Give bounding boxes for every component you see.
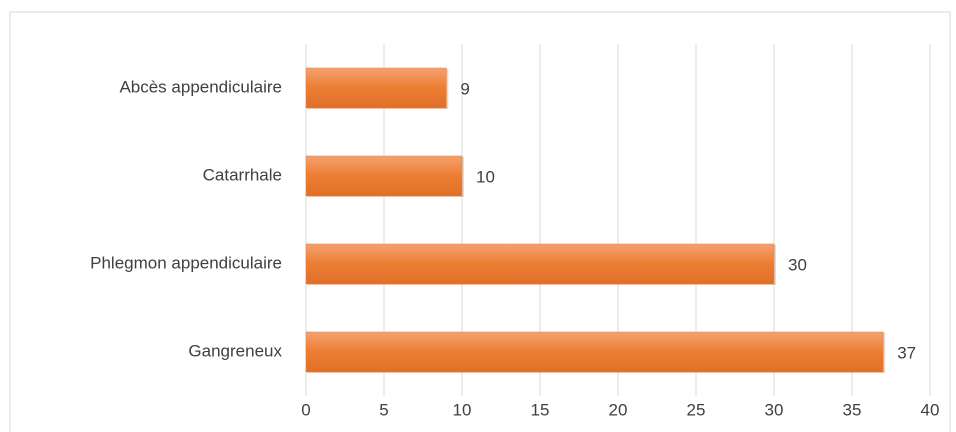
x-tick-label: 30 [765,400,784,419]
x-tick-label: 15 [531,400,550,419]
y-tick-label: Abcès appendiculaire [119,77,282,96]
x-tick-label: 20 [609,400,628,419]
data-label: 9 [460,79,469,98]
x-tick-label: 25 [687,400,706,419]
bar [305,243,775,285]
bar [305,331,884,373]
y-tick-label: Catarrhale [203,165,282,184]
data-label: 30 [788,255,807,274]
x-tick-label: 0 [301,400,310,419]
x-tick-label: 35 [843,400,862,419]
x-tick-label: 5 [379,400,388,419]
y-tick-label: Gangreneux [188,341,282,360]
bar [305,155,463,197]
x-tick-label: 10 [453,400,472,419]
chart-border [9,11,951,432]
data-label: 10 [476,167,495,186]
x-tick-label: 40 [921,400,940,419]
data-label: 37 [897,343,916,362]
bar [305,67,447,109]
y-tick-label: Phlegmon appendiculaire [90,253,282,272]
